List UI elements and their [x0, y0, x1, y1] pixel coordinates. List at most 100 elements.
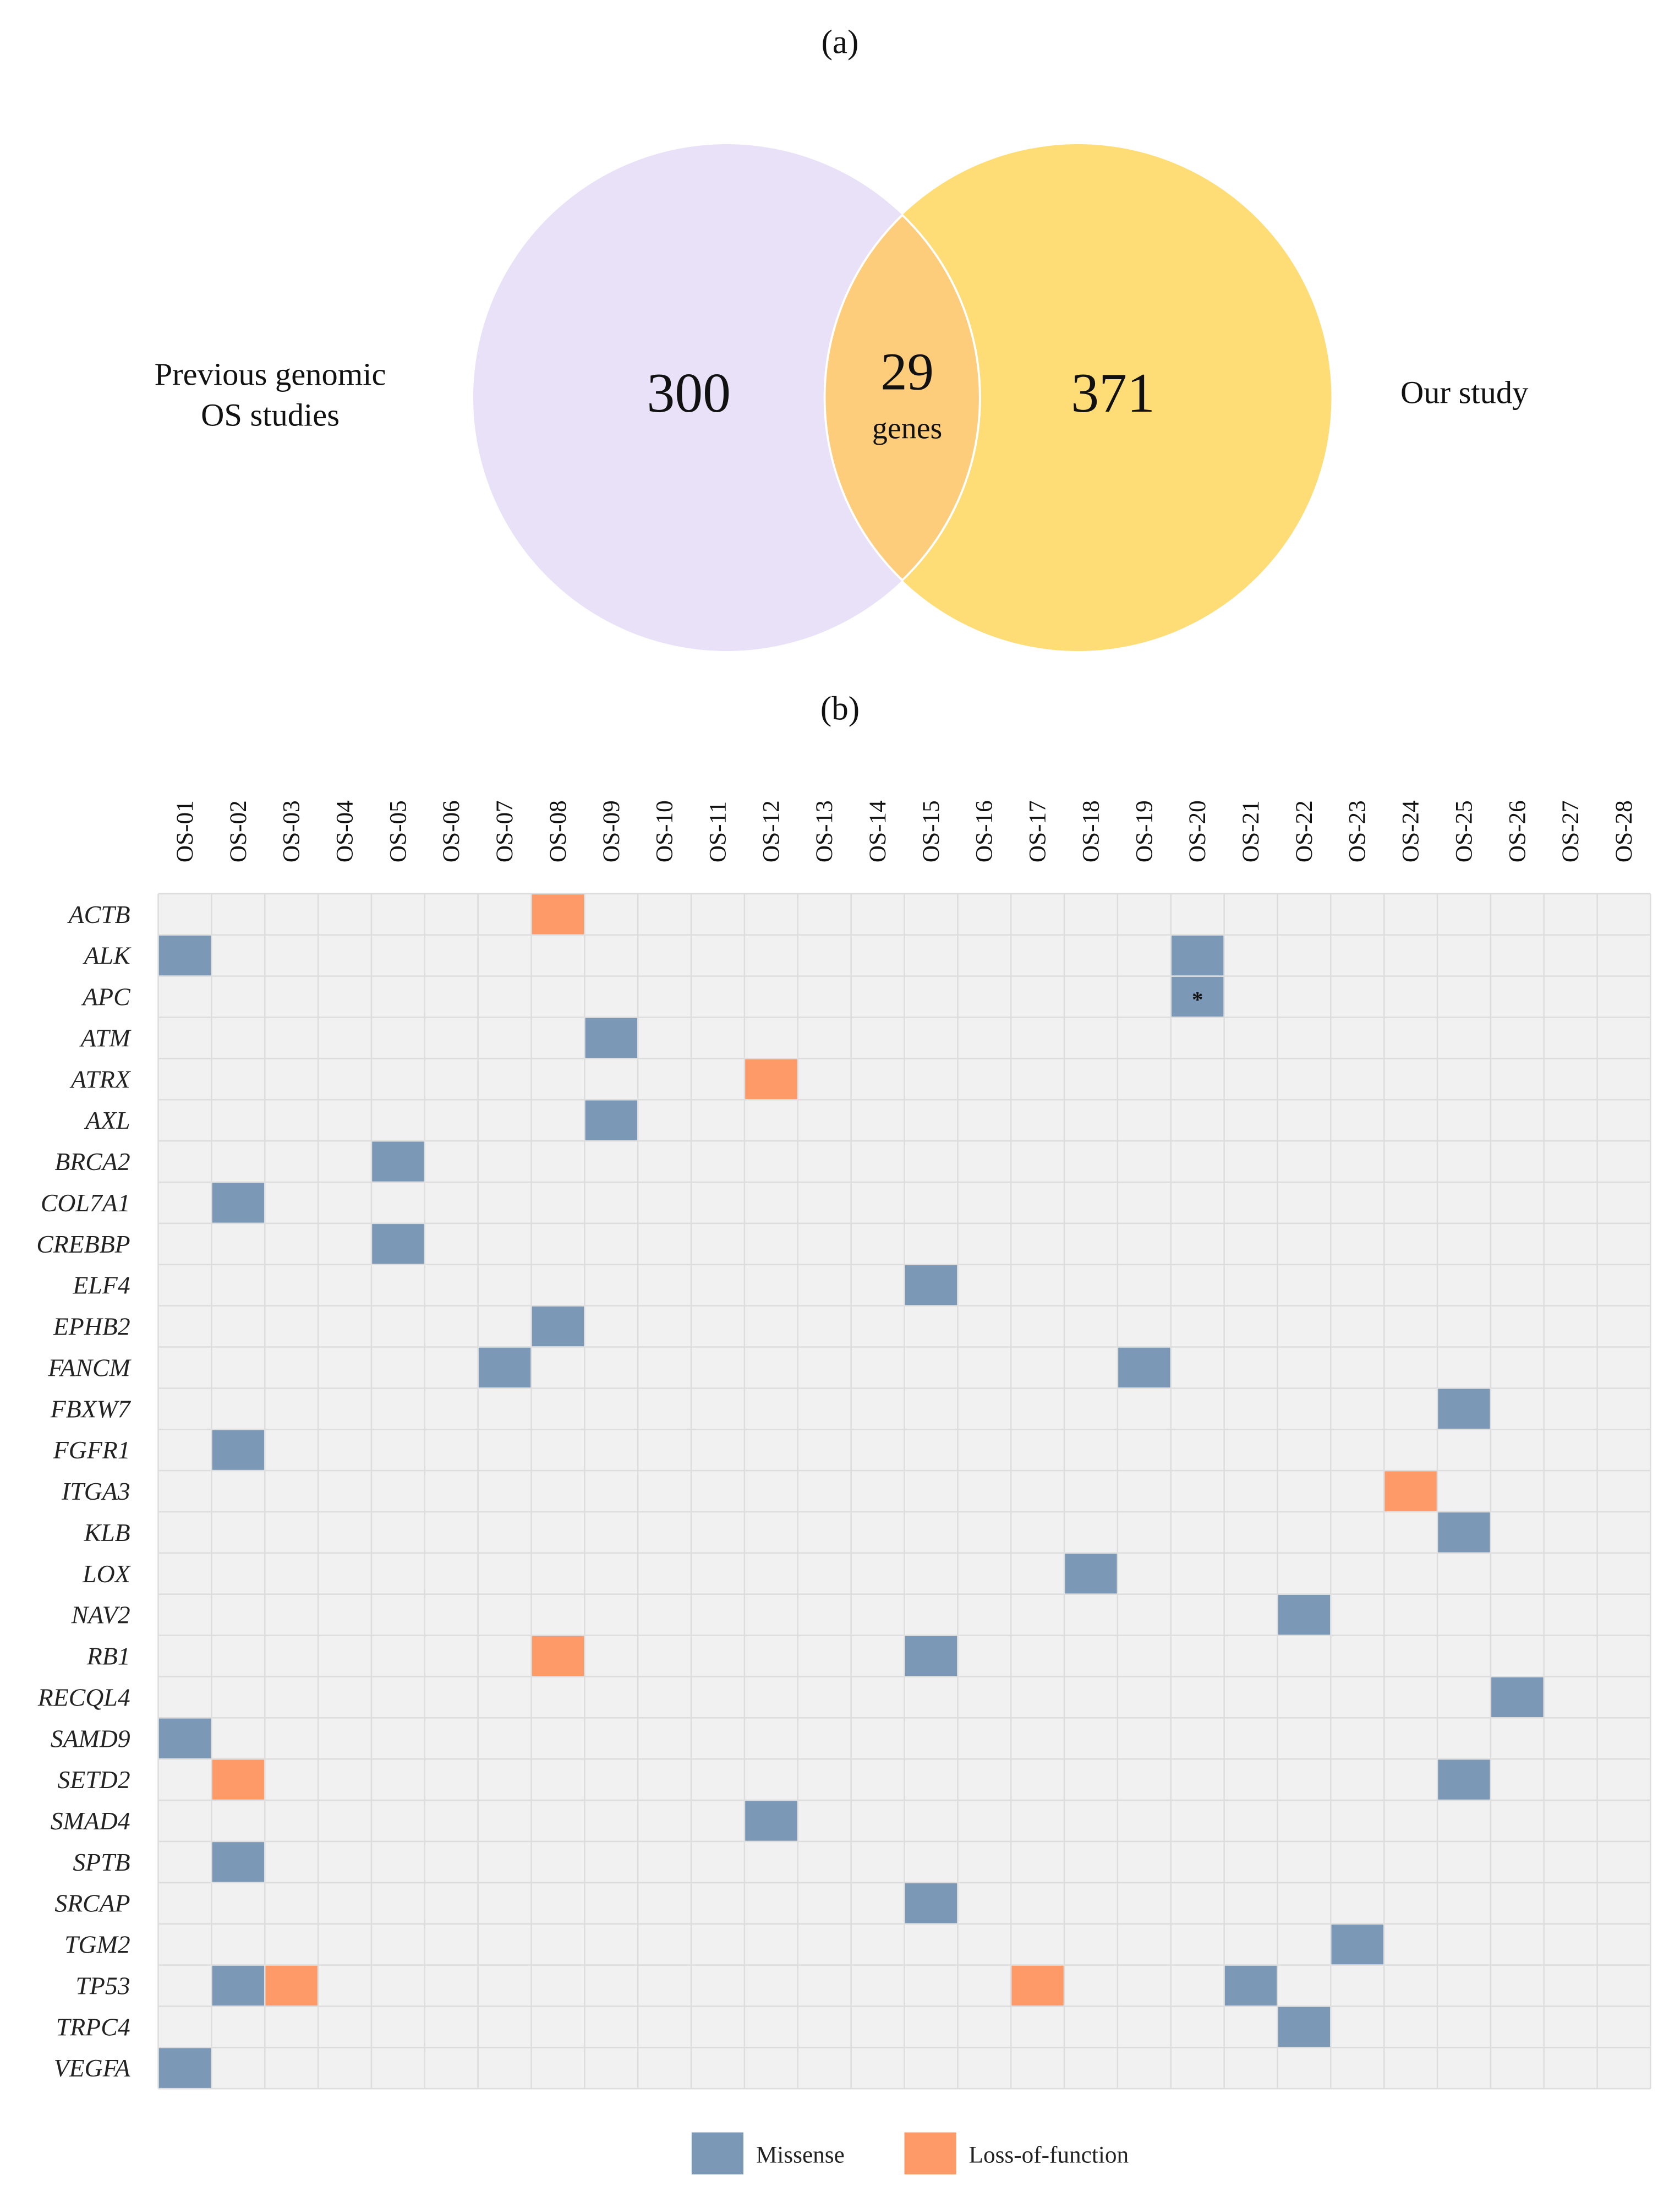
venn-right-circle [824, 144, 1332, 651]
gene-label: FGFR1 [53, 1436, 130, 1464]
venn-overlap-unit: genes [872, 411, 942, 445]
gene-label: FBXW7 [50, 1395, 132, 1423]
heatmap-cell-missense [1224, 1965, 1277, 2006]
gene-label: SETD2 [57, 1766, 130, 1794]
panel-b-label: (b) [820, 691, 860, 728]
gene-label: BRCA2 [54, 1147, 130, 1176]
gene-label: ATRX [69, 1065, 132, 1093]
gene-label: KLB [84, 1518, 130, 1546]
gene-label: LOX [82, 1560, 132, 1588]
legend: Missense Loss-of-function [691, 2132, 1129, 2174]
column-label: OS-01 [172, 800, 198, 862]
column-label: OS-19 [1131, 800, 1157, 862]
gene-label: SPTB [73, 1848, 130, 1876]
gene-label: SAMD9 [51, 1724, 130, 1752]
heatmap-cell-missense [1438, 1512, 1490, 1553]
column-label: OS-08 [545, 800, 571, 862]
gene-label: NAV2 [71, 1601, 130, 1629]
heatmap-cell-missense [478, 1347, 531, 1388]
column-label: OS-02 [225, 800, 251, 862]
column-label: OS-24 [1398, 800, 1424, 862]
gene-label: COL7A1 [41, 1189, 130, 1217]
heatmap-cell-missense [158, 1718, 211, 1758]
column-label: OS-09 [598, 800, 625, 862]
column-label: OS-07 [491, 800, 518, 862]
heatmap-cell-missense [585, 1018, 637, 1058]
gene-label: ACTB [67, 900, 130, 928]
heatmap-cell-loss-of-function [1011, 1965, 1064, 2006]
heatmap-cell-missense [212, 1430, 264, 1470]
venn-left-label-line1: Previous genomic [155, 357, 386, 392]
heatmap-cell-missense [585, 1100, 637, 1140]
legend-label-loss-of-function: Loss-of-function [969, 2141, 1129, 2168]
heatmap-cell-missense [1065, 1554, 1117, 1594]
venn-overlap-region [823, 214, 981, 582]
heatmap-cell-missense [212, 1183, 264, 1223]
heatmap-cell-missense [905, 1883, 957, 1923]
column-label: OS-15 [918, 800, 944, 862]
cell-annotation-asterisk: * [1192, 987, 1203, 1012]
venn-right-label: Our study [1400, 375, 1529, 411]
column-label: OS-21 [1238, 800, 1264, 862]
column-label: OS-16 [971, 800, 998, 862]
column-label: OS-14 [864, 800, 891, 862]
heatmap-cell-loss-of-function [532, 1636, 584, 1676]
gene-label: ITGA3 [61, 1477, 130, 1505]
heatmap-cell-missense [212, 1842, 264, 1882]
column-label: OS-06 [438, 800, 464, 862]
gene-label: TGM2 [64, 1931, 130, 1959]
heatmap-cell-missense [1491, 1677, 1544, 1718]
venn-left-count: 300 [647, 362, 731, 424]
column-label: OS-12 [758, 800, 784, 862]
gene-label: SRCAP [54, 1889, 130, 1917]
gene-label: AXL [84, 1106, 130, 1134]
venn-panel: (a) Previous genomic OS studies 300 29 g… [155, 24, 1529, 651]
heatmap-cell-missense [905, 1636, 957, 1676]
gene-label: CREBBP [36, 1230, 130, 1258]
gene-label: APC [81, 983, 130, 1011]
legend-label-missense: Missense [756, 2141, 845, 2168]
venn-left-circle [473, 144, 980, 651]
column-label: OS-04 [332, 800, 358, 862]
column-label: OS-20 [1184, 800, 1211, 862]
gene-label: FANCM [47, 1353, 132, 1381]
gene-label: ELF4 [72, 1271, 130, 1299]
heatmap-cell-missense [745, 1801, 797, 1841]
venn-right-count: 371 [1071, 362, 1155, 424]
heatmap-cell-missense [1118, 1347, 1170, 1388]
heatmap-cell-missense [1331, 1924, 1383, 1965]
gene-label: TRPC4 [56, 2013, 130, 2041]
heatmap-cell-missense [158, 936, 211, 976]
column-label: OS-23 [1344, 800, 1371, 862]
heatmap-cell-loss-of-function [1385, 1471, 1437, 1511]
gene-label: TP53 [75, 1971, 130, 1999]
column-label: OS-27 [1557, 800, 1584, 862]
heatmap-panel: (b) OS-01 OS-02 OS-03 OS-04 OS-05 OS-06 OS-07 O… [36, 691, 1651, 2174]
heatmap-cell-loss-of-function [265, 1965, 318, 2006]
column-label: OS-05 [385, 800, 411, 862]
heatmap-cell-missense [1278, 2007, 1331, 2047]
heatmap-cell-missense [372, 1141, 424, 1182]
heatmap-cell-missense [372, 1224, 424, 1264]
gene-label: RB1 [86, 1642, 130, 1670]
heatmap-cell-missense [1438, 1389, 1490, 1429]
gene-label: VEGFA [54, 2054, 131, 2082]
legend-swatch-loss-of-function [904, 2132, 956, 2174]
heatmap-cell-missense [532, 1306, 584, 1347]
heatmap-cell-missense [905, 1265, 957, 1305]
column-label: OS-18 [1077, 800, 1104, 862]
heatmap-cell-missense [1438, 1759, 1490, 1800]
panel-a-label: (a) [822, 24, 859, 61]
heatmap-cell-missense [1172, 936, 1224, 976]
gene-label: ALK [83, 942, 132, 970]
heatmap-cell-loss-of-function [212, 1759, 264, 1800]
column-label: OS-17 [1025, 800, 1051, 862]
column-label: OS-28 [1611, 800, 1637, 862]
column-label: OS-03 [278, 800, 305, 862]
column-label: OS-10 [652, 800, 678, 862]
venn-overlap-count: 29 [880, 342, 934, 401]
heatmap: OS-01 OS-02 OS-03 OS-04 OS-05 OS-06 OS-07 OS-08… [36, 800, 1651, 2090]
column-label: OS-25 [1451, 800, 1477, 862]
heatmap-cell-missense [1278, 1594, 1331, 1635]
